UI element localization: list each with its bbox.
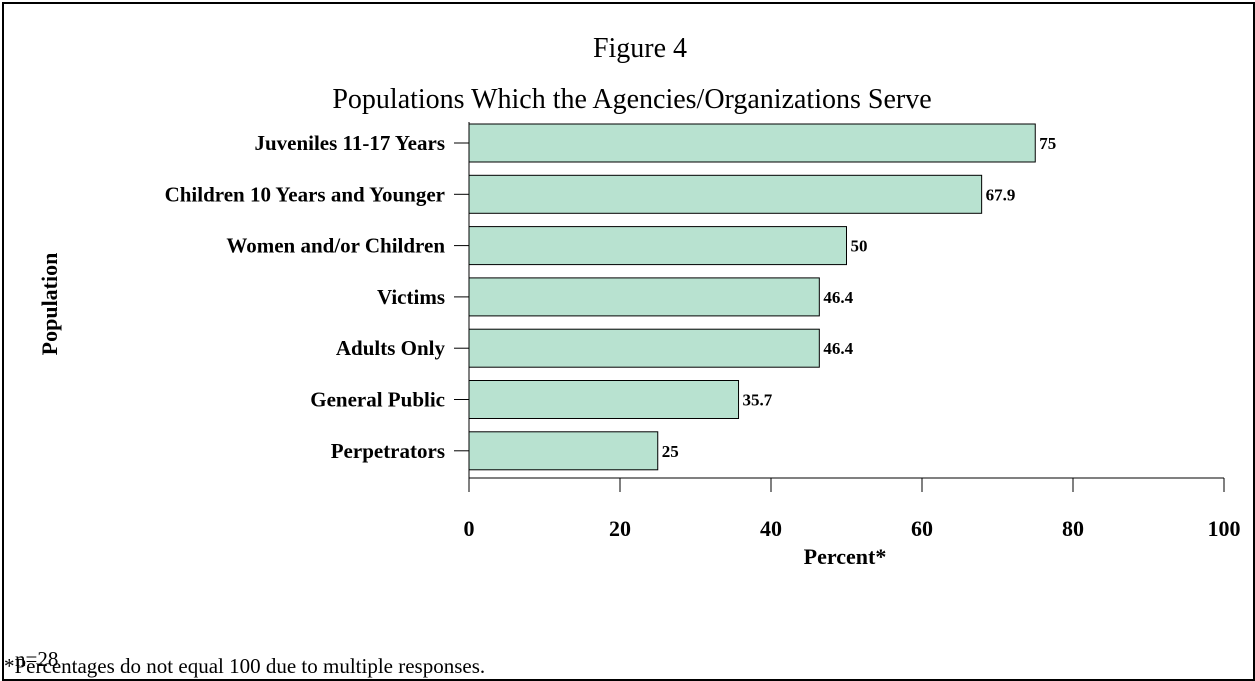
y-axis-title: Population (37, 253, 62, 356)
data-label: 46.4 (823, 288, 853, 307)
category-label: Victims (377, 285, 445, 309)
x-tick-label: 100 (1208, 516, 1241, 541)
bar (468, 226, 847, 266)
bar (468, 431, 659, 471)
bar (468, 277, 820, 317)
bar (468, 380, 740, 419)
bar (468, 328, 820, 368)
x-axis-title: Percent* (804, 544, 887, 569)
category-label: Children 10 Years and Younger (165, 182, 445, 206)
bar (468, 174, 983, 214)
x-tick-label: 60 (911, 516, 933, 541)
x-tick-label: 40 (760, 516, 782, 541)
category-label: Adults Only (336, 336, 446, 360)
bar (468, 123, 1036, 163)
footnote: *Percentages do not equal 100 due to mul… (4, 654, 486, 678)
x-tick-label: 20 (609, 516, 631, 541)
category-label: General Public (310, 388, 445, 412)
data-label: 75 (1039, 134, 1056, 153)
category-label: Juveniles 11-17 Years (254, 131, 445, 155)
x-tick-label: 80 (1062, 516, 1084, 541)
data-label: 25 (662, 442, 679, 461)
sample-size-note: n=28 (15, 647, 59, 671)
data-label: 67.9 (986, 185, 1016, 204)
chart-subtitle: Populations Which the Agencies/Organizat… (332, 84, 931, 115)
x-tick-label: 0 (464, 516, 475, 541)
chart-title: Figure 4 (593, 33, 687, 64)
data-label: 50 (851, 237, 868, 256)
data-label: 46.4 (823, 339, 853, 358)
category-label: Perpetrators (331, 439, 445, 463)
plot-area: Juveniles 11-17 Years 75 Children 10 Years… (165, 122, 1241, 541)
category-label: Women and/or Children (226, 234, 445, 258)
data-label: 35.7 (743, 391, 773, 410)
